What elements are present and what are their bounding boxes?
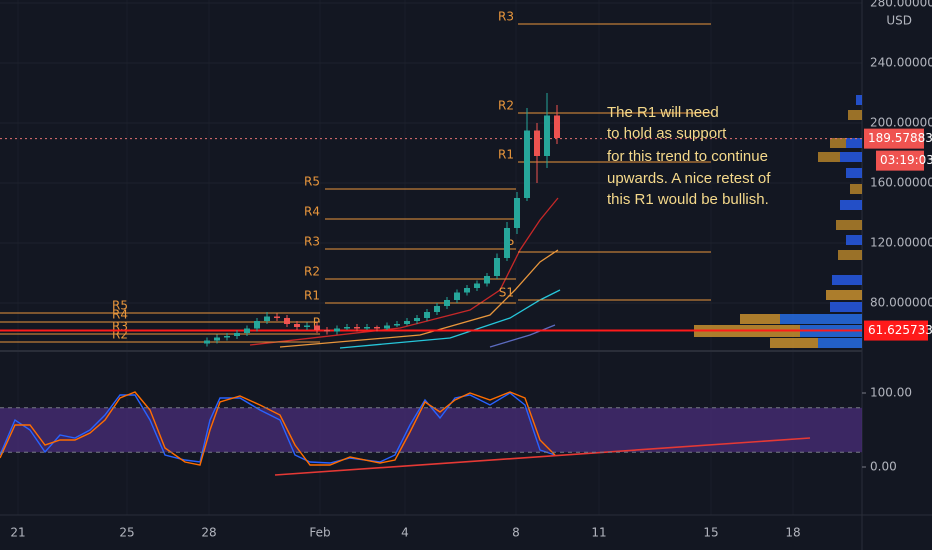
- candle-body: [304, 325, 310, 327]
- candle-body: [504, 228, 510, 258]
- x-tick-label: 18: [785, 526, 800, 540]
- timer: 03:19:03: [880, 153, 932, 167]
- y-tick-label: 280.000000: [870, 0, 932, 10]
- annotation-line: for this trend to continue: [607, 148, 768, 165]
- candle-body: [254, 321, 260, 329]
- price-label-box: [864, 320, 928, 341]
- candle-body: [394, 324, 400, 326]
- x-tick-label: 8: [512, 526, 520, 540]
- candle-body: [514, 198, 520, 228]
- pivot-label: R1: [498, 148, 514, 162]
- annotation: The R1 will need to hold as support for th…: [607, 104, 771, 208]
- price-label-box: [864, 128, 924, 149]
- candle-body: [244, 328, 250, 333]
- candle-body: [344, 327, 350, 329]
- candle-body: [384, 325, 390, 329]
- x-tick-label: 11: [591, 526, 606, 540]
- candle-body: [554, 115, 560, 138]
- candle-body: [264, 316, 270, 321]
- candle-body: [434, 306, 440, 312]
- annotation-line: upwards. A nice retest of: [607, 170, 771, 187]
- candle-body: [544, 115, 550, 156]
- x-tick-label: 21: [10, 526, 25, 540]
- candle-body: [474, 283, 480, 288]
- x-tick-label: 25: [119, 526, 134, 540]
- pivot-label: R5: [304, 175, 320, 189]
- y-tick-label: 200.000000: [870, 116, 932, 130]
- candle-body: [404, 321, 410, 324]
- candle-body: [204, 340, 210, 344]
- candle-body: [234, 333, 240, 336]
- oscillator-band: [0, 407, 862, 453]
- candle-body: [284, 318, 290, 324]
- pivot-label: R1: [304, 289, 320, 303]
- timer-box: [876, 150, 924, 171]
- stoch-rsi: [0, 391, 811, 476]
- y-tick-label: 160.000000: [870, 176, 932, 190]
- pivot-label: R3: [304, 235, 320, 249]
- x-tick-label: 4: [401, 526, 409, 540]
- candle-body: [334, 328, 340, 332]
- candle-body: [444, 300, 450, 306]
- price-label: 189.578834: [868, 131, 932, 145]
- candle-body: [374, 327, 380, 329]
- x-tick-label: 15: [703, 526, 718, 540]
- grid: [0, 2, 862, 304]
- osc-tick-label: 100.00: [870, 386, 912, 400]
- oscillator-axis: 100.00 0.00: [0, 386, 912, 474]
- candle-body: [214, 337, 220, 341]
- candle-body: [534, 130, 540, 156]
- annotation-line: The R1 will need: [607, 104, 719, 121]
- pivot-label: R2: [304, 265, 320, 279]
- pivot-label: R2: [498, 98, 514, 112]
- pivot-label: R4: [112, 308, 128, 322]
- candle-body: [424, 312, 430, 318]
- y-tick-label: 80.000000: [870, 296, 932, 310]
- pivot-label: R3: [498, 10, 514, 24]
- candle-body: [494, 258, 500, 276]
- pivot-label: R4: [304, 205, 320, 219]
- pivot-label: S1: [499, 286, 514, 300]
- currency: USD: [886, 14, 912, 28]
- candle-body: [484, 276, 490, 284]
- candle-body: [354, 327, 360, 329]
- candle-body: [274, 316, 280, 318]
- candle-body: [364, 327, 370, 329]
- x-tick-label: Feb: [309, 526, 330, 540]
- candle-body: [454, 292, 460, 300]
- candle-body: [464, 288, 470, 293]
- pivot-label: P: [507, 238, 514, 252]
- osc-tick-label: 0.00: [870, 460, 897, 474]
- annotation-line: to hold as support: [607, 125, 727, 142]
- x-tick-label: 28: [201, 526, 216, 540]
- candle-body: [294, 324, 300, 327]
- moving-averages: [249, 197, 561, 349]
- candle-body: [314, 325, 320, 330]
- y-tick-label: 240.000000: [870, 56, 932, 70]
- pivot-label: P: [313, 316, 320, 330]
- y-tick-label: 120.000000: [870, 236, 932, 250]
- price-label: 61.625733: [868, 323, 932, 337]
- candle-body: [324, 330, 330, 332]
- candles: [204, 93, 560, 347]
- candle-body: [224, 336, 230, 338]
- annotation-line: this R1 would be bullish.: [607, 191, 769, 208]
- pivot-label: R5: [112, 299, 128, 313]
- candle-body: [414, 318, 420, 321]
- candle-body: [524, 130, 530, 198]
